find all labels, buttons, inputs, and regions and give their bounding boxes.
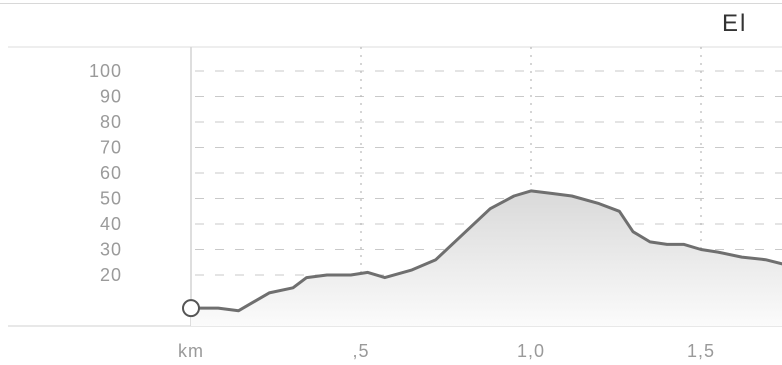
x-axis-unit-label: km (178, 341, 204, 361)
elevation-line (189, 189, 782, 313)
y-tick-label-40: 40 (100, 214, 122, 234)
x-axis-ticks: km ,5 1,0 1,5 (178, 341, 715, 361)
y-tick-label-100: 100 (89, 61, 122, 81)
y-tick-label-30: 30 (100, 240, 122, 260)
start-point-marker (182, 299, 200, 318)
elevation-series (182, 189, 782, 326)
y-axis-ticks: 20 30 40 50 60 70 80 90 100 (89, 61, 122, 285)
x-tick-label-2: 1,5 (687, 341, 715, 361)
y-tick-label-70: 70 (100, 138, 122, 158)
y-tick-label-90: 90 (100, 87, 122, 107)
x-tick-label-1: 1,0 (517, 341, 545, 361)
top-divider (0, 3, 782, 4)
elevation-area (191, 190, 782, 326)
chart-title: El (722, 10, 748, 37)
y-tick-label-50: 50 (100, 189, 122, 209)
y-tick-label-80: 80 (100, 112, 122, 132)
y-tick-label-60: 60 (100, 163, 122, 183)
x-tick-label-0: ,5 (352, 341, 369, 361)
y-tick-label-20: 20 (100, 265, 122, 285)
